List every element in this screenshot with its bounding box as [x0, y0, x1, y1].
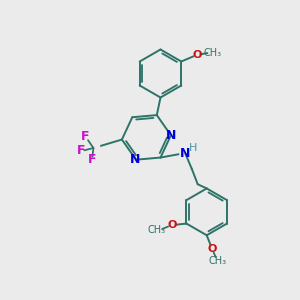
Text: O: O: [167, 220, 177, 230]
Text: N: N: [166, 129, 177, 142]
Text: CH₃: CH₃: [203, 47, 221, 58]
Text: CH₃: CH₃: [148, 226, 166, 236]
Text: F: F: [88, 153, 96, 167]
Text: N: N: [180, 147, 190, 160]
Text: H: H: [188, 143, 197, 153]
Text: F: F: [76, 144, 85, 158]
Text: O: O: [207, 244, 217, 254]
Text: CH₃: CH₃: [208, 256, 226, 266]
Text: O: O: [192, 50, 202, 60]
Text: F: F: [81, 130, 89, 143]
Text: N: N: [130, 153, 141, 166]
